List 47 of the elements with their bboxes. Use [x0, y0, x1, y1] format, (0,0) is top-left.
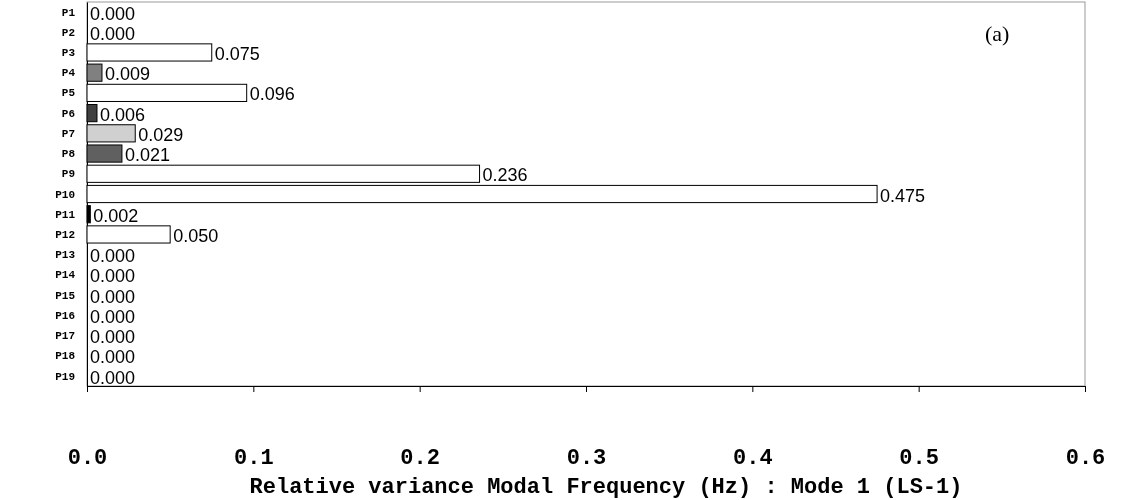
y-tick-label: P10 — [55, 188, 75, 201]
x-axis-title: Relative variance Modal Frequency (Hz) : Mode 1 (LS-1) — [249, 475, 963, 500]
x-tick-label: 0.0 — [67, 445, 108, 471]
data-label: 0.000 — [90, 367, 136, 388]
x-tick-label: 0.4 — [733, 445, 773, 471]
x-tick-label: 0.6 — [1065, 445, 1106, 471]
data-label: 0.050 — [173, 226, 219, 247]
y-tick-label: P4 — [61, 67, 76, 80]
annotation: (a) — [985, 21, 1010, 46]
y-tick-label: P19 — [55, 370, 75, 383]
y-tick-label: P15 — [55, 289, 76, 302]
data-label: 0.009 — [104, 64, 151, 85]
y-tick-label: P3 — [61, 46, 76, 59]
y-tick-label: P5 — [61, 87, 76, 100]
data-label: 0.000 — [90, 3, 136, 24]
data-label: 0.000 — [90, 286, 136, 307]
x-tick-label: 0.3 — [566, 445, 607, 471]
y-tick-label: P8 — [61, 148, 76, 161]
y-tick-label: P9 — [61, 168, 75, 181]
data-label: 0.000 — [90, 246, 136, 267]
y-tick-label: P12 — [55, 228, 75, 241]
x-tick-label: 0.1 — [234, 445, 274, 471]
y-tick-label: P7 — [61, 127, 75, 140]
data-label: 0.000 — [90, 306, 136, 327]
y-tick-label: P1 — [61, 6, 76, 19]
data-label: 0.002 — [93, 205, 139, 226]
y-tick-label: P16 — [55, 309, 75, 322]
y-tick-label: P18 — [55, 350, 76, 363]
data-label: 0.096 — [249, 84, 295, 105]
data-label: 0.075 — [214, 44, 260, 65]
x-tick-label: 0.2 — [400, 445, 440, 471]
data-label: 0.475 — [880, 185, 926, 206]
data-label: 0.000 — [90, 327, 136, 348]
y-tick-label: P17 — [55, 330, 75, 343]
x-tick-label: 0.5 — [899, 445, 939, 471]
data-label: 0.021 — [124, 145, 170, 166]
y-tick-label: P11 — [55, 208, 76, 221]
data-label: 0.006 — [99, 104, 146, 125]
y-tick-label: P6 — [61, 107, 75, 120]
y-tick-label: P14 — [55, 269, 76, 282]
data-label: 0.000 — [90, 23, 136, 44]
data-label: 0.029 — [138, 124, 184, 145]
data-label: 0.000 — [90, 347, 136, 368]
y-tick-label: P2 — [61, 26, 75, 39]
y-tick-label: P13 — [55, 249, 76, 262]
data-label: 0.236 — [482, 165, 528, 186]
data-label: 0.000 — [90, 266, 136, 287]
